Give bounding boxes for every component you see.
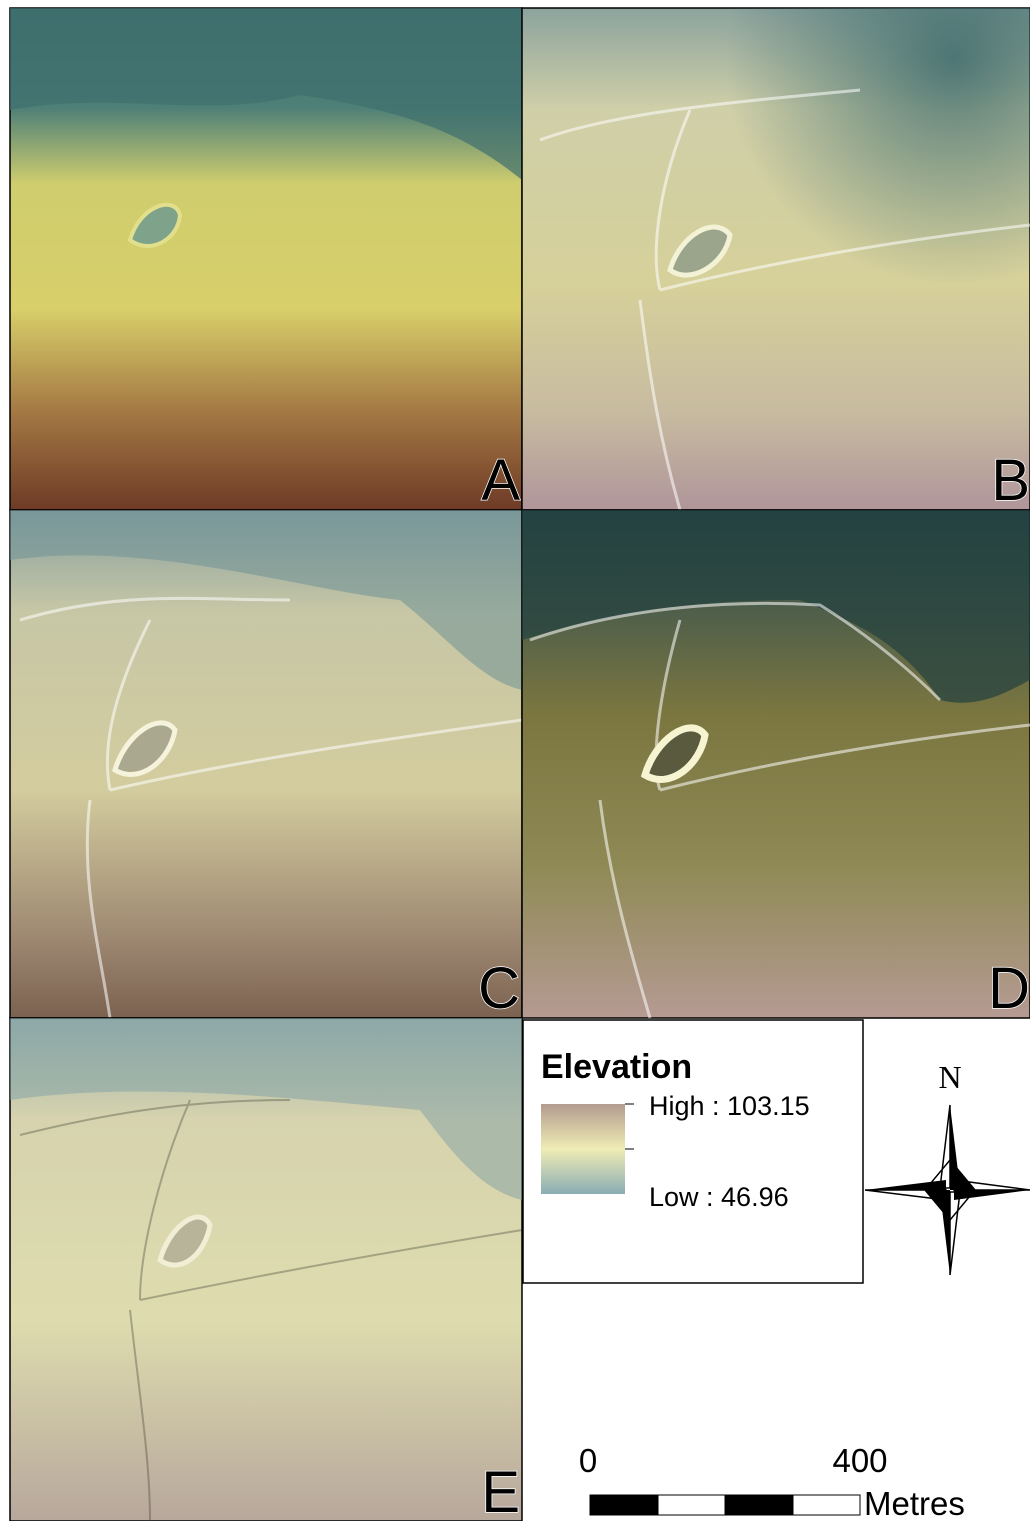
scale-start: 0 [579, 1442, 597, 1479]
panel-a: A [10, 8, 522, 513]
north-arrow: N [865, 1059, 1030, 1275]
panel-d: D [522, 510, 1030, 1021]
panel-label: E [481, 1460, 520, 1521]
scale-bar: 0 400 Metres [579, 1442, 965, 1521]
panel-b: B [522, 8, 1030, 513]
legend-ramp [541, 1104, 625, 1194]
legend-low: Low : 46.96 [649, 1182, 789, 1212]
panel-e: E [10, 1018, 522, 1521]
scale-end: 400 [832, 1442, 887, 1479]
legend: Elevation High : 103.15 Low : 46.96 [523, 1020, 863, 1283]
map-figure: A B C D E Elevation High : 103.15 Low : … [0, 0, 1030, 1521]
panel-c: C [10, 510, 522, 1021]
legend-title: Elevation [541, 1048, 692, 1086]
panel-label: C [478, 956, 520, 1021]
scale-unit: Metres [864, 1485, 965, 1521]
north-label: N [938, 1059, 961, 1095]
panel-label: A [481, 448, 520, 513]
panel-label: B [991, 448, 1030, 513]
legend-high: High : 103.15 [649, 1091, 810, 1121]
panel-label: D [988, 956, 1030, 1021]
